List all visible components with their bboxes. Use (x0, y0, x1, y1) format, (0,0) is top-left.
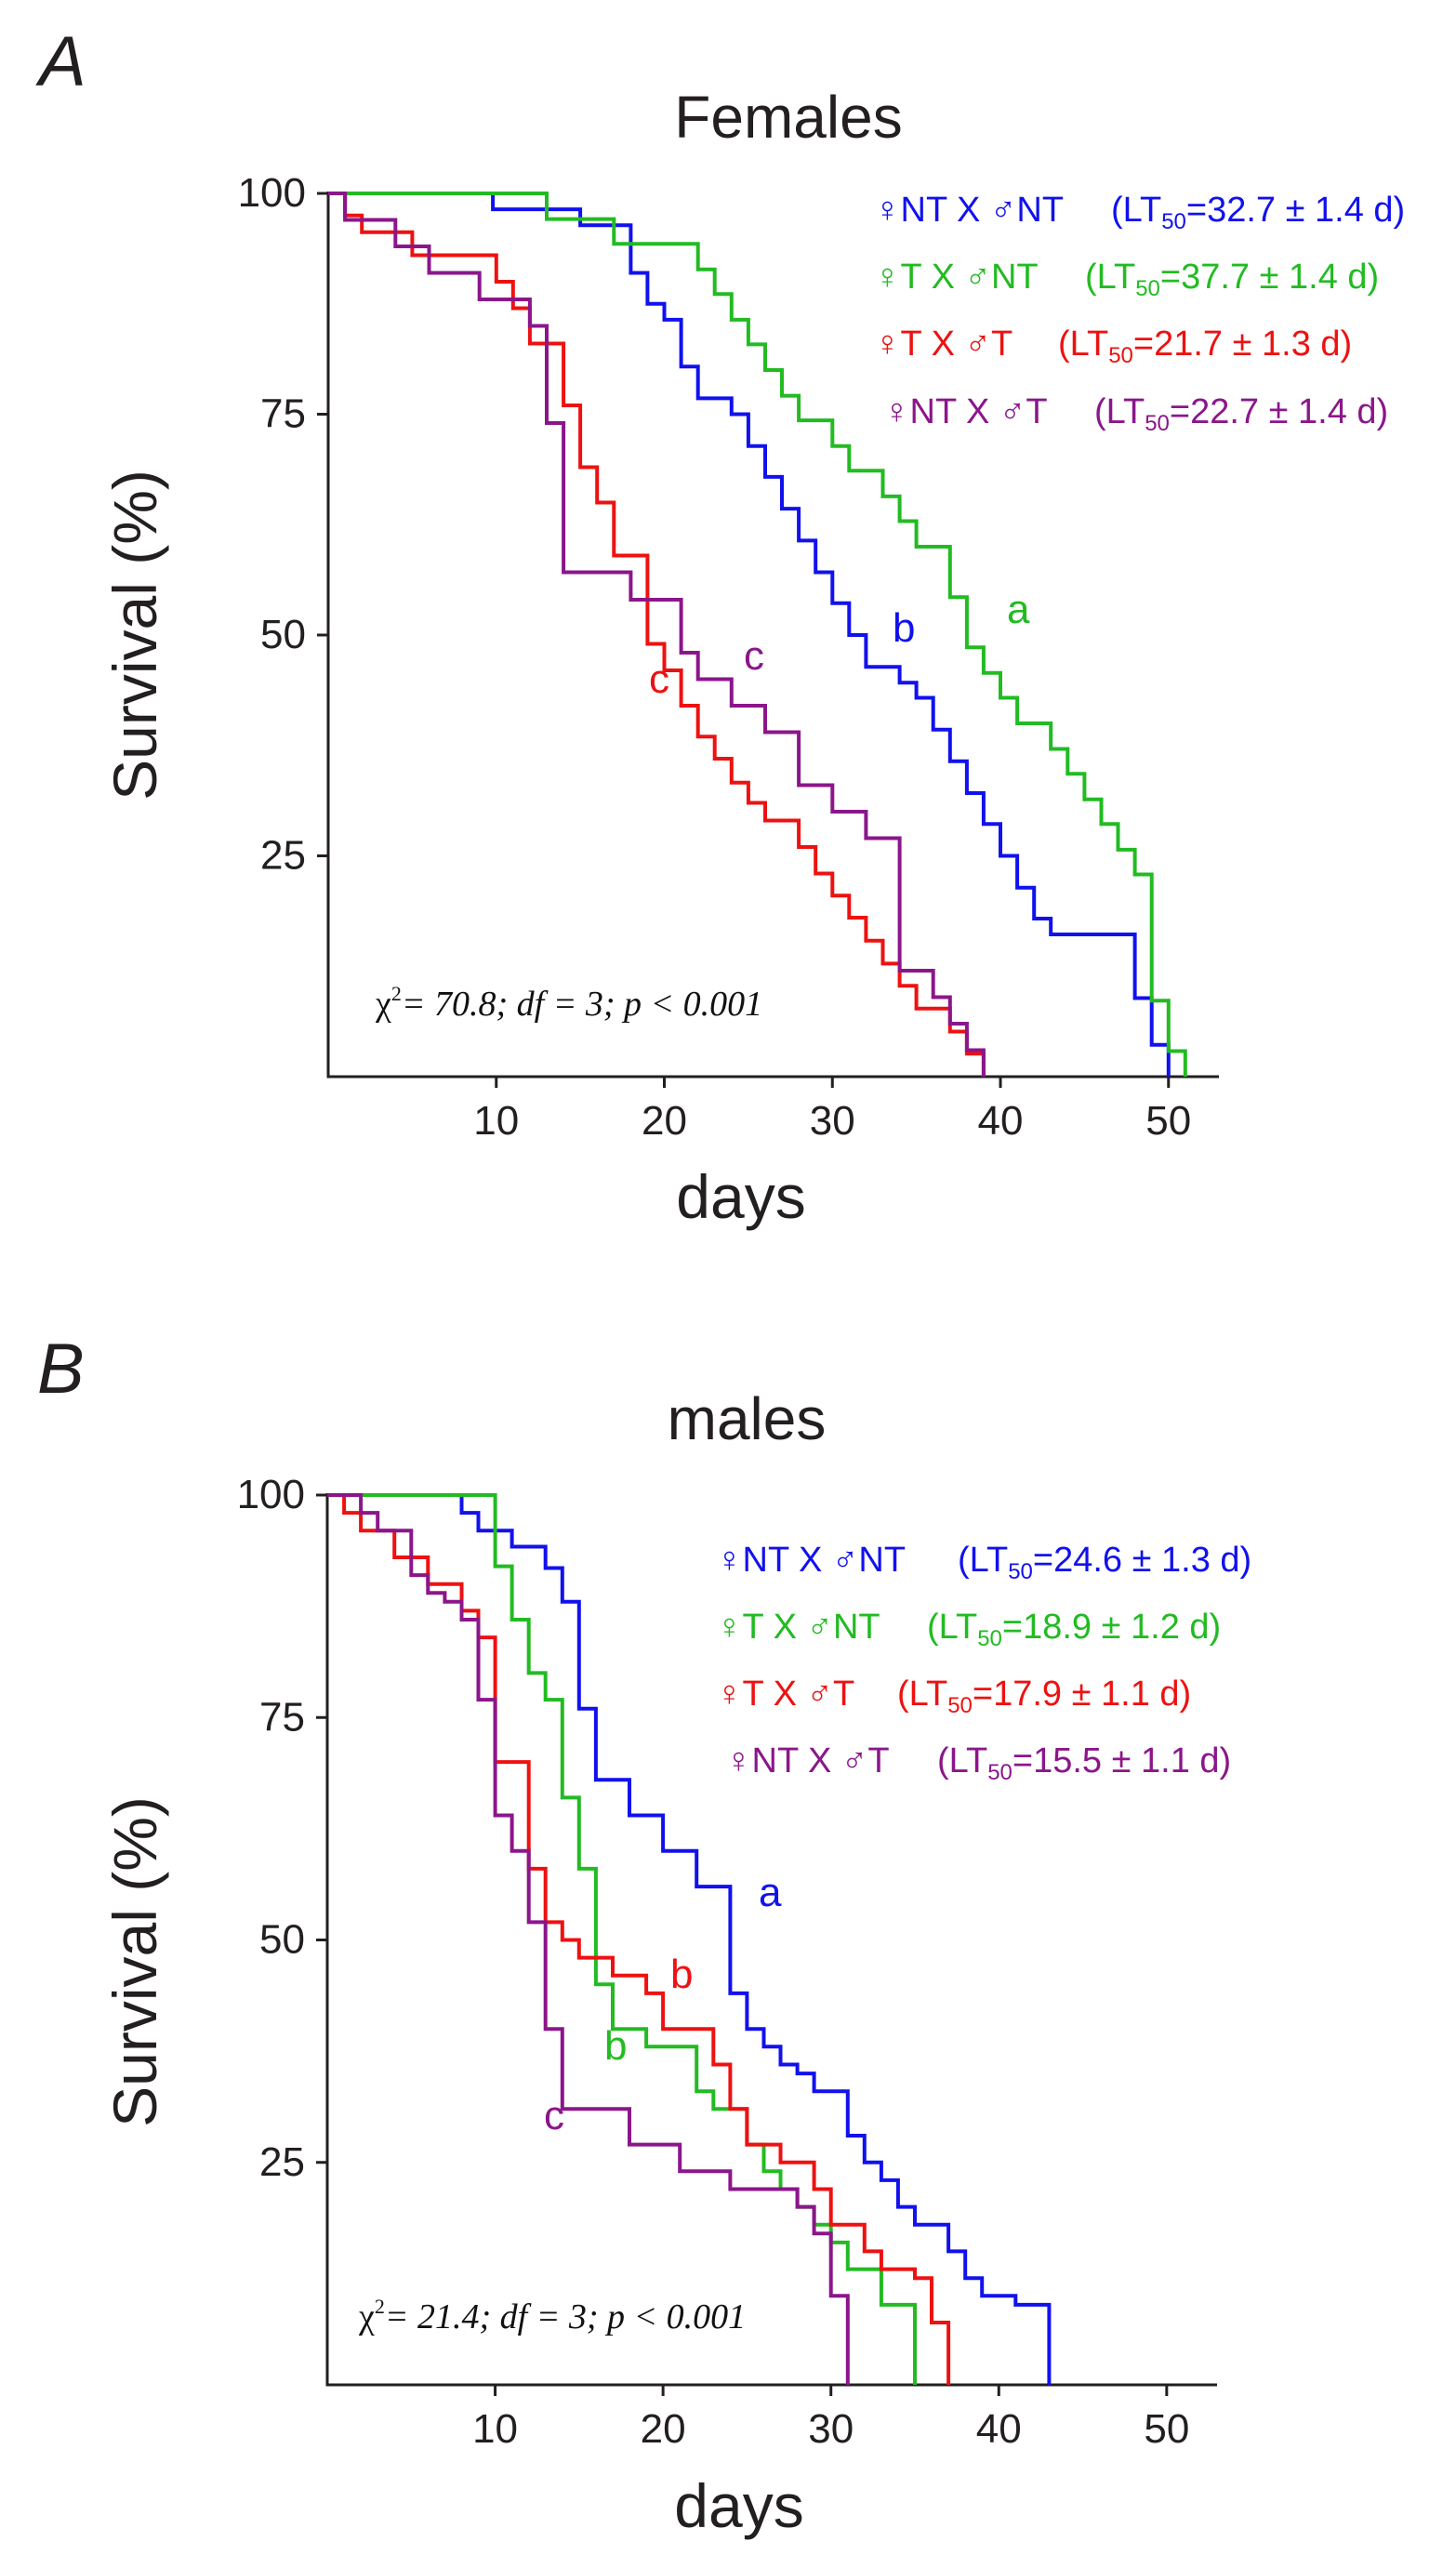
legend-stat-prefix: (LT (1111, 191, 1161, 230)
chi-statistic-text: = 21.4; df = 3; p < 0.001 (385, 2297, 746, 2336)
x-tick-label: 30 (808, 2406, 854, 2452)
chi-statistic-text: = 70.8; df = 3; p < 0.001 (402, 985, 762, 1024)
y-axis-title: Survival (%) (100, 1796, 169, 2127)
legend-stat-value: =21.7 ± 1.3 d) (1133, 324, 1352, 364)
x-tick-label: 20 (642, 1098, 687, 1144)
legend-stat-value: =37.7 ± 1.4 d) (1160, 258, 1379, 297)
panel-letter: B (37, 1330, 85, 1409)
legend-stat-prefix: (LT (1058, 324, 1108, 364)
x-tick-label: 50 (1144, 2406, 1189, 2452)
survival-curve-series-4 (327, 1493, 850, 2385)
panel-letter: A (35, 22, 86, 101)
legend-stat-value: =17.9 ± 1.1 d) (973, 1674, 1191, 1714)
chi-symbol: χ (375, 985, 391, 1024)
legend-stat-value: =15.5 ± 1.1 d) (1013, 1741, 1231, 1780)
legend-stat-prefix: (LT (958, 1541, 1008, 1580)
curve-letter-label: c (744, 633, 764, 679)
legend-entry-stat: (LT50=22.7 ± 1.4 d) (1094, 392, 1388, 436)
legend-entry-name: ♀T X ♂T (874, 324, 1013, 364)
x-tick-label: 30 (810, 1098, 855, 1144)
curve-letter-label: c (649, 656, 669, 702)
legend-entry-stat: (LT50=18.9 ± 1.2 d) (927, 1608, 1221, 1651)
chi-superscript: 2 (391, 982, 402, 1005)
x-tick-label: 40 (978, 1098, 1024, 1144)
panel-title: Females (674, 84, 902, 151)
panel-title: males (668, 1385, 827, 1452)
legend-stat-value: =22.7 ± 1.4 d) (1170, 392, 1388, 431)
legend-stat-value: =32.7 ± 1.4 d) (1186, 191, 1405, 230)
chi-superscript: 2 (375, 2295, 385, 2318)
x-tick-label: 50 (1145, 1098, 1191, 1144)
y-tick-label: 100 (237, 1472, 305, 1517)
y-tick-label: 25 (260, 833, 306, 879)
curve-letter-label: a (1007, 587, 1030, 632)
curve-letter-label: b (893, 605, 915, 651)
x-tick-label: 10 (473, 1098, 519, 1144)
legend-entry-name: ♀NT X ♂NT (874, 191, 1064, 230)
x-axis-title: days (676, 1162, 805, 1231)
legend-entry-name: ♀T X ♂T (716, 1674, 854, 1714)
legend-stat-subscript: 50 (1008, 1559, 1033, 1584)
legend-stat-subscript: 50 (977, 1626, 1002, 1651)
legend-entry-name: ♀T X ♂NT (716, 1608, 880, 1647)
survival-curve-series-2 (328, 192, 1187, 1077)
y-tick-label: 25 (259, 2139, 305, 2185)
chi-symbol: χ (358, 2297, 375, 2336)
curve-letter-label: b (670, 1952, 693, 1997)
legend-stat-subscript: 50 (947, 1693, 973, 1718)
legend-stat-subscript: 50 (987, 1760, 1013, 1785)
curve-letter-label: c (544, 2093, 564, 2138)
legend-stat-prefix: (LT (1094, 392, 1145, 431)
legend-stat-subscript: 50 (1161, 209, 1186, 234)
x-tick-label: 20 (641, 2406, 686, 2452)
legend-stat-value: =24.6 ± 1.3 d) (1033, 1541, 1251, 1580)
legend-entry-stat: (LT50=24.6 ± 1.3 d) (958, 1541, 1251, 1584)
legend-stat-prefix: (LT (1085, 258, 1135, 297)
legend-entry-name: ♀NT X ♂NT (716, 1541, 906, 1580)
chi-square-annotation: χ2= 70.8; df = 3; p < 0.001 (375, 982, 762, 1024)
legend-stat-subscript: 50 (1108, 343, 1133, 368)
survival-curve-series-2 (327, 1493, 917, 2385)
legend-stat-prefix: (LT (927, 1608, 977, 1647)
legend-entry-name: ♀T X ♂NT (874, 258, 1039, 297)
chart-panel-a: A Females 10 20 30 40 50 25 50 75 100 days Survival … (35, 22, 1405, 1231)
x-axis-title: days (674, 2471, 803, 2540)
x-tick-label: 40 (976, 2406, 1022, 2452)
legend-entry-name: ♀NT X ♂T (883, 392, 1048, 431)
survival-curve-series-3 (327, 1493, 951, 2385)
legend-entry-stat: (LT50=37.7 ± 1.4 d) (1085, 258, 1379, 301)
legend-stat-subscript: 50 (1135, 276, 1160, 301)
legend-stat-prefix: (LT (937, 1741, 987, 1780)
curve-letter-label: b (604, 2023, 627, 2069)
legend-stat-value: =18.9 ± 1.2 d) (1002, 1608, 1221, 1647)
survival-curve-series-4 (328, 192, 986, 1077)
y-tick-label: 50 (259, 1917, 305, 1963)
y-tick-label: 75 (260, 391, 306, 437)
legend-entry-name: ♀NT X ♂T (725, 1741, 890, 1780)
legend-entry-stat: (LT50=32.7 ± 1.4 d) (1111, 191, 1405, 234)
y-tick-label: 50 (260, 612, 306, 657)
survival-curve-series-1 (327, 1493, 1052, 2385)
curve-letter-label: a (759, 1870, 782, 1915)
legend-entry-stat: (LT50=21.7 ± 1.3 d) (1058, 324, 1352, 368)
y-tick-label: 75 (259, 1694, 305, 1740)
y-tick-label: 100 (238, 170, 306, 216)
legend-stat-subscript: 50 (1145, 411, 1170, 436)
survival-curve-series-1 (328, 192, 1171, 1077)
legend-entry-stat: (LT50=17.9 ± 1.1 d) (897, 1674, 1191, 1718)
legend-stat-prefix: (LT (897, 1674, 947, 1714)
x-tick-label: 10 (472, 2406, 518, 2452)
chi-square-annotation: χ2= 21.4; df = 3; p < 0.001 (358, 2295, 746, 2336)
legend-entry-stat: (LT50=15.5 ± 1.1 d) (937, 1741, 1231, 1785)
y-axis-title: Survival (%) (100, 470, 169, 801)
